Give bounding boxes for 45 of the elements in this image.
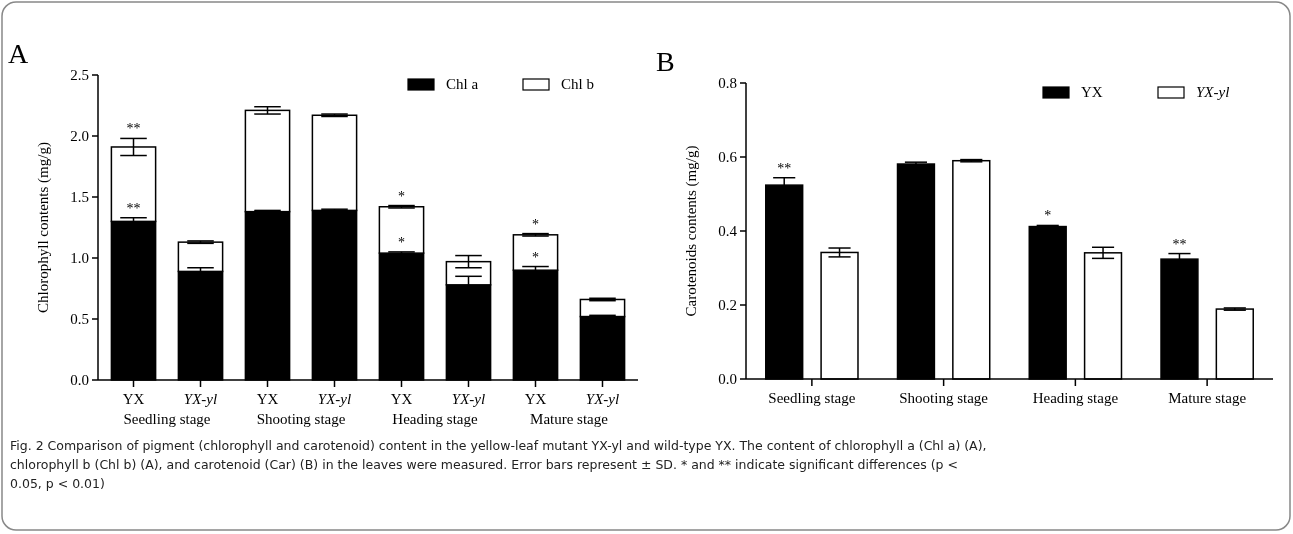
- data-label: *: [531, 216, 539, 232]
- y-tick-label: 0.4: [718, 223, 738, 240]
- y-axis-title: Carotenoids contents (mg/g): [683, 145, 700, 317]
- x-tick-label: YX: [390, 391, 413, 407]
- data-label: *: [1044, 208, 1052, 224]
- data-label: **: [1172, 236, 1187, 252]
- y-tick-label: 2.0: [70, 128, 89, 145]
- y-axis-title: Chlorophyll contents (mg/g): [35, 142, 52, 313]
- data-label: **: [777, 160, 792, 176]
- text: Mature stage: [530, 411, 609, 427]
- x-tick-label: YX-yl: [585, 391, 620, 407]
- y-tick-label: 0.0: [70, 372, 89, 389]
- x-tick-label: YX-yl: [451, 391, 486, 407]
- data-label: *: [398, 234, 405, 250]
- legend-label: YX-yl: [1196, 84, 1230, 100]
- legend-label: YX: [1081, 84, 1103, 100]
- x-tick-label: Shooting stage: [899, 390, 989, 406]
- y-tick-label: 1.5: [70, 189, 89, 206]
- y-tick-label: 2.5: [70, 67, 89, 84]
- data-label: **: [126, 200, 141, 216]
- y-tick-label: 0.6: [718, 149, 738, 166]
- x-tick-label: YX: [256, 391, 279, 407]
- y-tick-label: 0.0: [718, 371, 737, 388]
- x-tick-label: Mature stage: [1168, 390, 1247, 406]
- chart-title: A: [8, 38, 29, 69]
- x-tick-label: Seedling stage: [768, 390, 856, 406]
- legend-label: Chl a: [446, 76, 479, 92]
- data-label: **: [126, 121, 141, 137]
- y-tick-label: 0.5: [70, 311, 89, 328]
- caption: Fig. 2 Comparison of pigment (chlorophyll and carotenoid) content in the yellow-leaf mutant YX-yl and wild-type YX. The content of chlorophyll a (Chl a) (A), chlorophyll b (Chl b) (A), and carotenoid (Car) (B) in the leaves were measured. Error bars represent ± SD. * and ** indicate significant differences (p < 0.05, p < 0.01): [10, 438, 987, 491]
- text: Heading stage: [392, 411, 479, 427]
- data-label: *: [531, 249, 539, 265]
- x-tick-label: YX: [122, 391, 145, 407]
- legend-label: Chl b: [561, 76, 594, 92]
- x-tick-label: YX-yl: [183, 391, 218, 407]
- y-tick-label: 0.8: [718, 75, 737, 92]
- x-tick-label: Heading stage: [1032, 390, 1119, 406]
- x-tick-label: YX: [524, 391, 547, 407]
- data-label: *: [398, 188, 405, 204]
- text: Shooting stage: [256, 411, 346, 427]
- x-tick-label: YX-yl: [317, 391, 352, 407]
- chart-title: B: [656, 46, 675, 77]
- text: Seedling stage: [123, 411, 211, 427]
- y-tick-label: 1.0: [70, 250, 89, 267]
- y-tick-label: 0.2: [718, 297, 737, 314]
